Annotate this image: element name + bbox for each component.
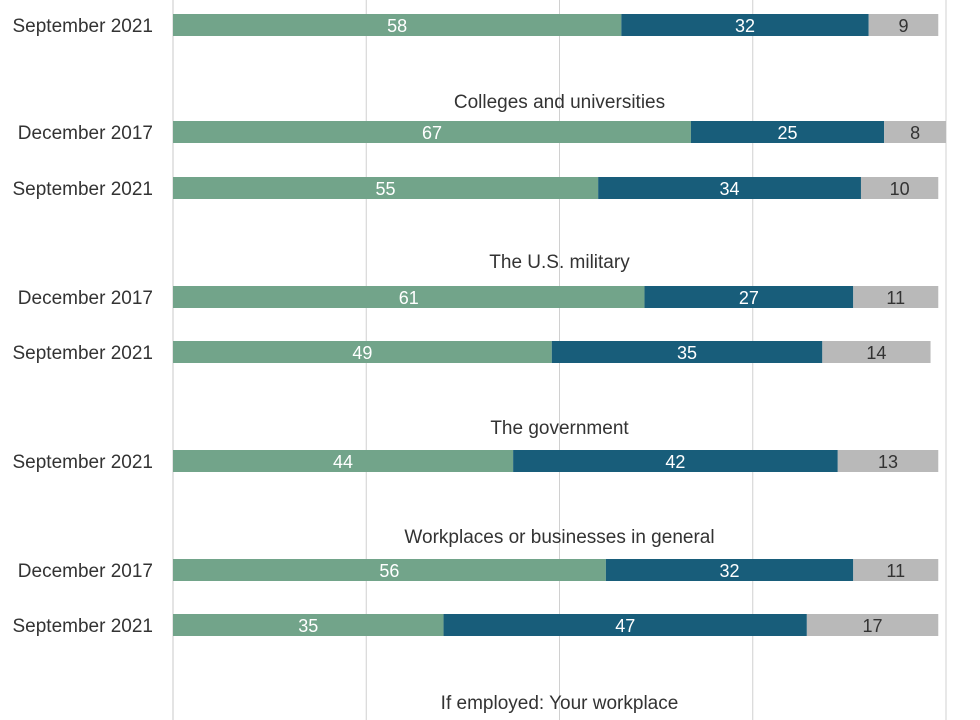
bar-value-label: 14 (866, 343, 886, 363)
bar-value-label: 27 (739, 288, 759, 308)
bar-value-label: 44 (333, 452, 353, 472)
bar-value-label: 35 (677, 343, 697, 363)
group-title: The government (490, 418, 629, 439)
bar-segment-3 (822, 341, 931, 363)
bar-segment-2 (598, 177, 861, 199)
bar-segment-3 (837, 450, 939, 472)
bar-segment-2 (605, 559, 854, 581)
bar-value-label: 11 (886, 288, 905, 308)
bar-value-label: 47 (615, 616, 635, 636)
bar-value-label: 10 (890, 179, 910, 199)
bar-segment-3 (853, 286, 939, 308)
bar-segment-3 (868, 14, 939, 36)
bar-value-label: 61 (399, 288, 419, 308)
row-label: September 2021 (13, 452, 154, 473)
group-title: If employed: Your workplace (441, 693, 679, 714)
bar-segment-2 (443, 614, 807, 636)
bar-value-label: 17 (863, 616, 883, 636)
bar-segment-1 (173, 121, 691, 143)
bar-segment-1 (173, 14, 622, 36)
bar-segment-1 (173, 450, 514, 472)
bar-value-label: 25 (778, 123, 798, 143)
bar-segment-2 (621, 14, 869, 36)
group-title: Colleges and universities (454, 92, 665, 113)
bar-value-label: 56 (379, 561, 399, 581)
bar-value-label: 42 (665, 452, 685, 472)
group-title: Workplaces or businesses in general (404, 527, 714, 548)
row-label: September 2021 (13, 616, 154, 637)
bar-value-label: 32 (735, 16, 755, 36)
row-label: September 2021 (13, 179, 154, 200)
bar-segment-1 (173, 614, 444, 636)
row-label: September 2021 (13, 343, 154, 364)
bar-segment-2 (551, 341, 823, 363)
bar-value-label: 49 (352, 343, 372, 363)
bar-segment-1 (173, 559, 606, 581)
row-label: September 2021 (13, 16, 154, 37)
bar-segment-2 (644, 286, 854, 308)
bar-value-label: 9 (898, 16, 908, 36)
bar-value-label: 11 (886, 561, 905, 581)
bar-segment-3 (884, 121, 946, 143)
bar-value-label: 35 (298, 616, 318, 636)
bar-segment-3 (853, 559, 939, 581)
bar-segment-2 (690, 121, 885, 143)
bar-segment-1 (173, 286, 645, 308)
bar-value-label: 13 (878, 452, 898, 472)
bar-value-label: 34 (720, 179, 740, 199)
row-label: December 2017 (18, 123, 153, 144)
group-title: The U.S. military (489, 252, 630, 273)
row-label: December 2017 (18, 561, 153, 582)
bar-segment-2 (513, 450, 838, 472)
bar-segment-3 (806, 614, 939, 636)
bar-segment-1 (173, 341, 552, 363)
bar-segment-3 (860, 177, 939, 199)
bar-value-label: 8 (910, 123, 920, 143)
bar-segment-1 (173, 177, 599, 199)
bar-value-label: 58 (387, 16, 407, 36)
bar-value-label: 67 (422, 123, 442, 143)
row-label: December 2017 (18, 288, 153, 309)
bar-value-label: 55 (376, 179, 396, 199)
bar-value-label: 32 (720, 561, 740, 581)
